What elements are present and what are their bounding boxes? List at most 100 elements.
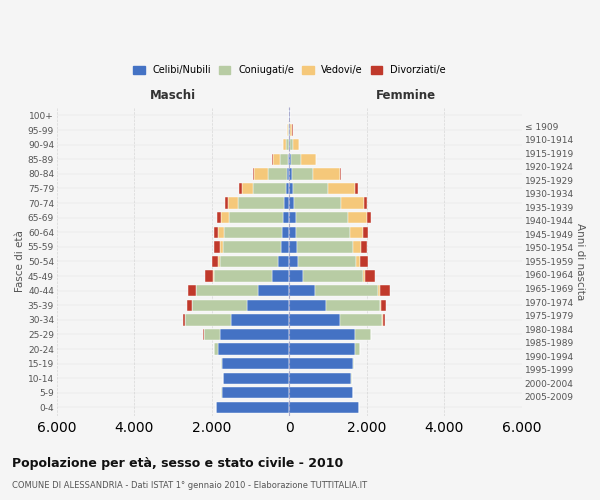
Bar <box>364 198 367 209</box>
Bar <box>297 241 353 252</box>
Bar <box>289 314 340 326</box>
Bar <box>363 270 365 281</box>
Bar <box>221 212 229 224</box>
Bar <box>326 300 380 311</box>
Bar <box>289 198 295 209</box>
Bar <box>218 344 289 354</box>
Bar <box>328 183 355 194</box>
Bar <box>283 226 289 238</box>
Text: Femmine: Femmine <box>376 90 436 102</box>
Bar <box>217 212 221 224</box>
Bar <box>292 168 313 179</box>
Bar <box>353 358 354 370</box>
Bar <box>287 124 288 136</box>
Bar <box>218 256 220 267</box>
Bar <box>353 241 361 252</box>
Bar <box>253 183 286 194</box>
Y-axis label: Anni di nascita: Anni di nascita <box>575 223 585 300</box>
Bar <box>380 285 389 296</box>
Bar <box>381 300 386 311</box>
Bar <box>289 139 290 150</box>
Bar <box>289 168 292 179</box>
Bar <box>218 226 224 238</box>
Bar <box>220 256 278 267</box>
Bar <box>355 344 360 354</box>
Bar <box>301 154 316 165</box>
Bar <box>289 241 297 252</box>
Bar <box>185 314 231 326</box>
Bar <box>290 139 293 150</box>
Bar <box>289 256 298 267</box>
Bar <box>289 402 359 413</box>
Bar <box>272 270 289 281</box>
Bar <box>350 226 364 238</box>
Bar <box>220 241 223 252</box>
Bar <box>289 154 291 165</box>
Bar <box>221 358 289 370</box>
Bar <box>212 270 214 281</box>
Bar <box>225 198 228 209</box>
Bar <box>380 300 381 311</box>
Bar <box>278 256 289 267</box>
Bar <box>289 344 355 354</box>
Bar <box>289 285 314 296</box>
Bar <box>296 226 350 238</box>
Bar <box>296 212 348 224</box>
Bar <box>196 285 259 296</box>
Bar <box>187 300 192 311</box>
Bar <box>313 168 340 179</box>
Legend: Celibi/Nubili, Coniugati/e, Vedovi/e, Divorziati/e: Celibi/Nubili, Coniugati/e, Vedovi/e, Di… <box>130 62 449 78</box>
Bar <box>242 183 253 194</box>
Bar <box>205 270 212 281</box>
Bar <box>214 241 220 252</box>
Bar <box>247 300 289 311</box>
Bar <box>289 328 355 340</box>
Bar <box>283 139 286 150</box>
Bar <box>268 168 287 179</box>
Bar <box>188 285 196 296</box>
Bar <box>290 124 292 136</box>
Bar <box>355 183 358 194</box>
Bar <box>253 168 254 179</box>
Bar <box>314 285 379 296</box>
Bar <box>221 387 289 398</box>
Bar <box>367 212 371 224</box>
Bar <box>361 241 367 252</box>
Bar <box>291 154 301 165</box>
Bar <box>182 314 185 326</box>
Bar <box>238 198 284 209</box>
Bar <box>228 198 238 209</box>
Bar <box>341 198 364 209</box>
Bar <box>364 226 368 238</box>
Bar <box>214 270 272 281</box>
Text: Popolazione per età, sesso e stato civile - 2010: Popolazione per età, sesso e stato civil… <box>12 458 343 470</box>
Bar <box>298 256 356 267</box>
Bar <box>356 256 360 267</box>
Bar <box>220 328 289 340</box>
Bar <box>379 285 380 296</box>
Bar <box>289 212 296 224</box>
Bar <box>204 328 220 340</box>
Bar <box>289 387 353 398</box>
Bar <box>214 226 218 238</box>
Bar <box>286 139 289 150</box>
Bar <box>289 358 353 370</box>
Bar <box>283 212 289 224</box>
Y-axis label: Fasce di età: Fasce di età <box>15 230 25 292</box>
Bar <box>293 183 328 194</box>
Bar <box>355 328 371 340</box>
Bar <box>340 314 382 326</box>
Bar <box>289 300 326 311</box>
Bar <box>293 139 299 150</box>
Bar <box>288 124 289 136</box>
Bar <box>303 270 363 281</box>
Bar <box>223 372 289 384</box>
Bar <box>340 168 341 179</box>
Bar <box>289 226 296 238</box>
Bar <box>365 270 375 281</box>
Bar <box>281 241 289 252</box>
Bar <box>254 168 268 179</box>
Bar <box>286 183 289 194</box>
Text: COMUNE DI ALESSANDRIA - Dati ISTAT 1° gennaio 2010 - Elaborazione TUTTITALIA.IT: COMUNE DI ALESSANDRIA - Dati ISTAT 1° ge… <box>12 481 367 490</box>
Bar <box>287 168 289 179</box>
